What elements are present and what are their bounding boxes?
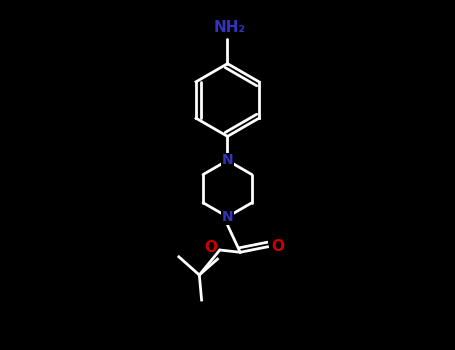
Text: O: O [271,239,284,254]
Text: NH₂: NH₂ [214,20,246,35]
Text: N: N [222,153,233,167]
Text: O: O [204,240,217,255]
Text: N: N [222,210,233,224]
